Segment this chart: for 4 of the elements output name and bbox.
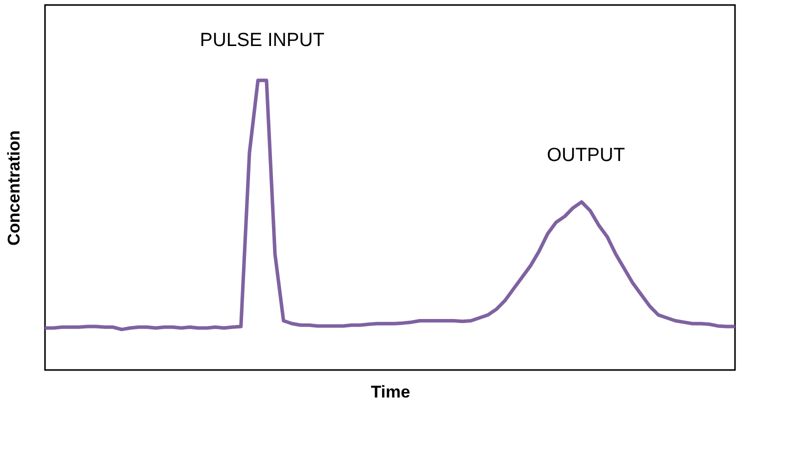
annotation: OUTPUT (546, 144, 626, 166)
x-axis-title: Time (370, 382, 410, 402)
y-axis-title: Concentration (4, 130, 24, 246)
text: PULSE INPUT (200, 30, 325, 51)
